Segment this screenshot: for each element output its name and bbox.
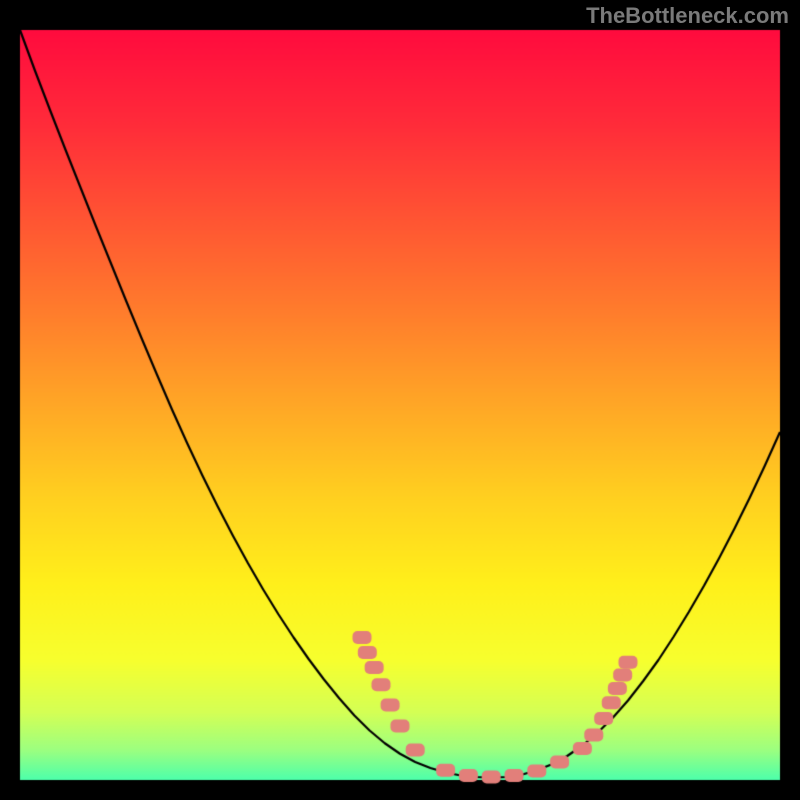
bottleneck-curve-chart (0, 0, 800, 800)
watermark-text: TheBottleneck.com (586, 3, 789, 29)
chart-stage: TheBottleneck.com (0, 0, 800, 800)
